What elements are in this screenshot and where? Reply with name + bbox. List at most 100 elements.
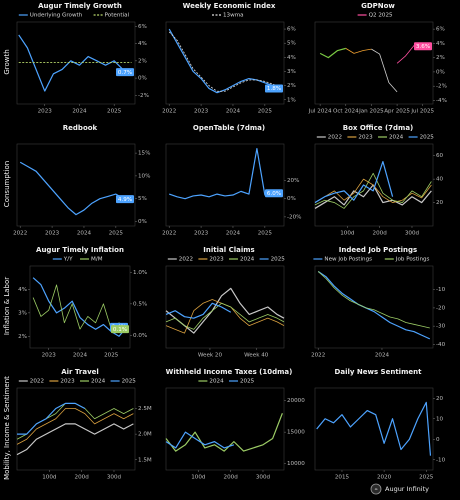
x-tick-label: 2024 <box>77 231 92 237</box>
legend-label: 2022 <box>30 379 44 385</box>
y-tick-label: 0 <box>436 437 440 443</box>
y-tick-label: -20 <box>436 305 446 311</box>
x-tick-label: 2025 <box>419 475 434 481</box>
y-tick-label: 1% <box>287 97 296 103</box>
x-tick-label: 2022 <box>311 353 325 359</box>
series-line <box>314 172 432 209</box>
legend-label: New Job Postings <box>324 257 372 263</box>
y-tick-label: 1.0% <box>133 270 147 276</box>
chart-title: Augur Timely Inflation <box>36 246 124 254</box>
series-line <box>168 28 282 94</box>
x-tick-label: 2015 <box>335 475 350 481</box>
y-tick-label: 3% <box>287 69 296 75</box>
y-tick-label: 0.0% <box>133 333 147 339</box>
y-tick-label: 4% <box>287 55 296 61</box>
y-tick-label: 20 <box>436 200 444 206</box>
y-tick-label: 4% <box>18 287 27 293</box>
y-tick-label: 6% <box>138 24 147 30</box>
value-label-box <box>116 195 134 204</box>
legend-label: Job Postings <box>395 257 430 263</box>
y-tick-label: 0% <box>287 196 296 202</box>
x-tick-label: Week 40 <box>244 353 269 359</box>
value-label-box <box>111 325 129 334</box>
series-line <box>18 34 132 92</box>
x-tick-label: 2025 <box>109 231 124 237</box>
y-tick-label: 5% <box>287 41 296 47</box>
x-tick-label: 2022 <box>13 231 27 237</box>
plot-frame <box>165 265 285 349</box>
y-tick-label: 20000 <box>287 398 305 404</box>
value-label: 0.7% <box>118 70 132 76</box>
value-label-box <box>116 68 134 77</box>
chart-title: GDPNow <box>361 2 395 10</box>
x-tick-label: 2025 <box>258 109 273 115</box>
series-line <box>168 147 281 200</box>
chart-title: Augur Timely Growth <box>38 2 122 10</box>
legend-label: Underlying Growth <box>30 13 83 19</box>
x-tick-label: 2023 <box>45 231 60 237</box>
logo-mark: ∞ <box>374 487 377 492</box>
x-tick-label: 200d <box>224 475 239 481</box>
x-tick-label: 2023 <box>194 109 209 115</box>
y-tick-label: 0% <box>138 76 147 82</box>
x-tick-label: 300d <box>107 475 122 481</box>
y-tick-label: 5% <box>138 196 147 202</box>
plot-frame <box>165 387 285 471</box>
y-tick-label: 2.5M <box>138 406 152 412</box>
chart-title: Daily News Sentiment <box>335 368 423 376</box>
plot-frame <box>16 143 136 227</box>
chart-title: Weekly Economic Index <box>183 2 276 10</box>
x-tick-label: Week 20 <box>198 353 223 359</box>
series-line <box>165 287 285 334</box>
value-label: 4.9% <box>118 197 132 203</box>
x-tick-label: Jul 2024 <box>308 109 332 115</box>
y-tick-label: -2% <box>138 93 149 99</box>
legend-label: 2024 <box>209 379 224 385</box>
value-label-box <box>265 84 283 93</box>
legend-label: Potential <box>105 13 130 19</box>
series-line <box>165 302 285 330</box>
y-tick-label: 6% <box>436 27 445 33</box>
y-tick-label: 60 <box>436 153 444 159</box>
y-tick-label: 20% <box>287 178 299 184</box>
x-tick-label: 200d <box>373 231 388 237</box>
legend-label: 2023 <box>209 257 224 263</box>
y-tick-label: 4% <box>138 41 147 47</box>
chart-title: Withheld Income Taxes (10dma) <box>166 368 293 376</box>
y-tick-label: 2% <box>138 58 147 64</box>
x-tick-label: 100d <box>191 475 206 481</box>
y-tick-label: 0% <box>436 69 445 75</box>
value-label: 3.6% <box>416 44 430 50</box>
series-line <box>16 408 134 445</box>
y-tick-label: -10 <box>436 457 446 463</box>
legend-label: 2023 <box>60 379 75 385</box>
x-tick-label: 2024 <box>73 353 88 359</box>
x-tick-label: 300d <box>405 231 420 237</box>
y-tick-label: -20% <box>287 214 301 220</box>
x-tick-label: 2022 <box>162 109 176 115</box>
legend-label: Y/Y <box>63 257 73 263</box>
x-tick-label: Apr 2025 <box>384 109 410 115</box>
value-label: 6.0% <box>267 191 281 197</box>
series-line <box>316 401 432 456</box>
chart-title: Air Travel <box>61 368 99 376</box>
x-tick-label: 2024 <box>226 231 241 237</box>
plot-frame <box>165 143 285 227</box>
y-tick-label: 4% <box>436 41 445 47</box>
series-line <box>314 178 432 203</box>
plot-frame <box>314 143 434 227</box>
series-line <box>17 402 86 435</box>
legend-label: 2025 <box>122 379 137 385</box>
x-tick-label: Oct 2024 <box>333 109 359 115</box>
y-tick-label: 0% <box>138 219 147 225</box>
series-line <box>314 160 394 204</box>
y-tick-label: 15000 <box>287 430 305 436</box>
plot-frame <box>16 387 136 471</box>
y-tick-label: 2% <box>287 83 296 89</box>
chart-title: Initial Claims <box>203 246 254 254</box>
legend-label: 2022 <box>328 135 342 141</box>
x-tick-label: 2022 <box>162 231 176 237</box>
chart-title: Indeed Job Postings <box>339 246 417 254</box>
value-label: 1.8% <box>267 86 281 92</box>
series-line <box>165 302 232 319</box>
